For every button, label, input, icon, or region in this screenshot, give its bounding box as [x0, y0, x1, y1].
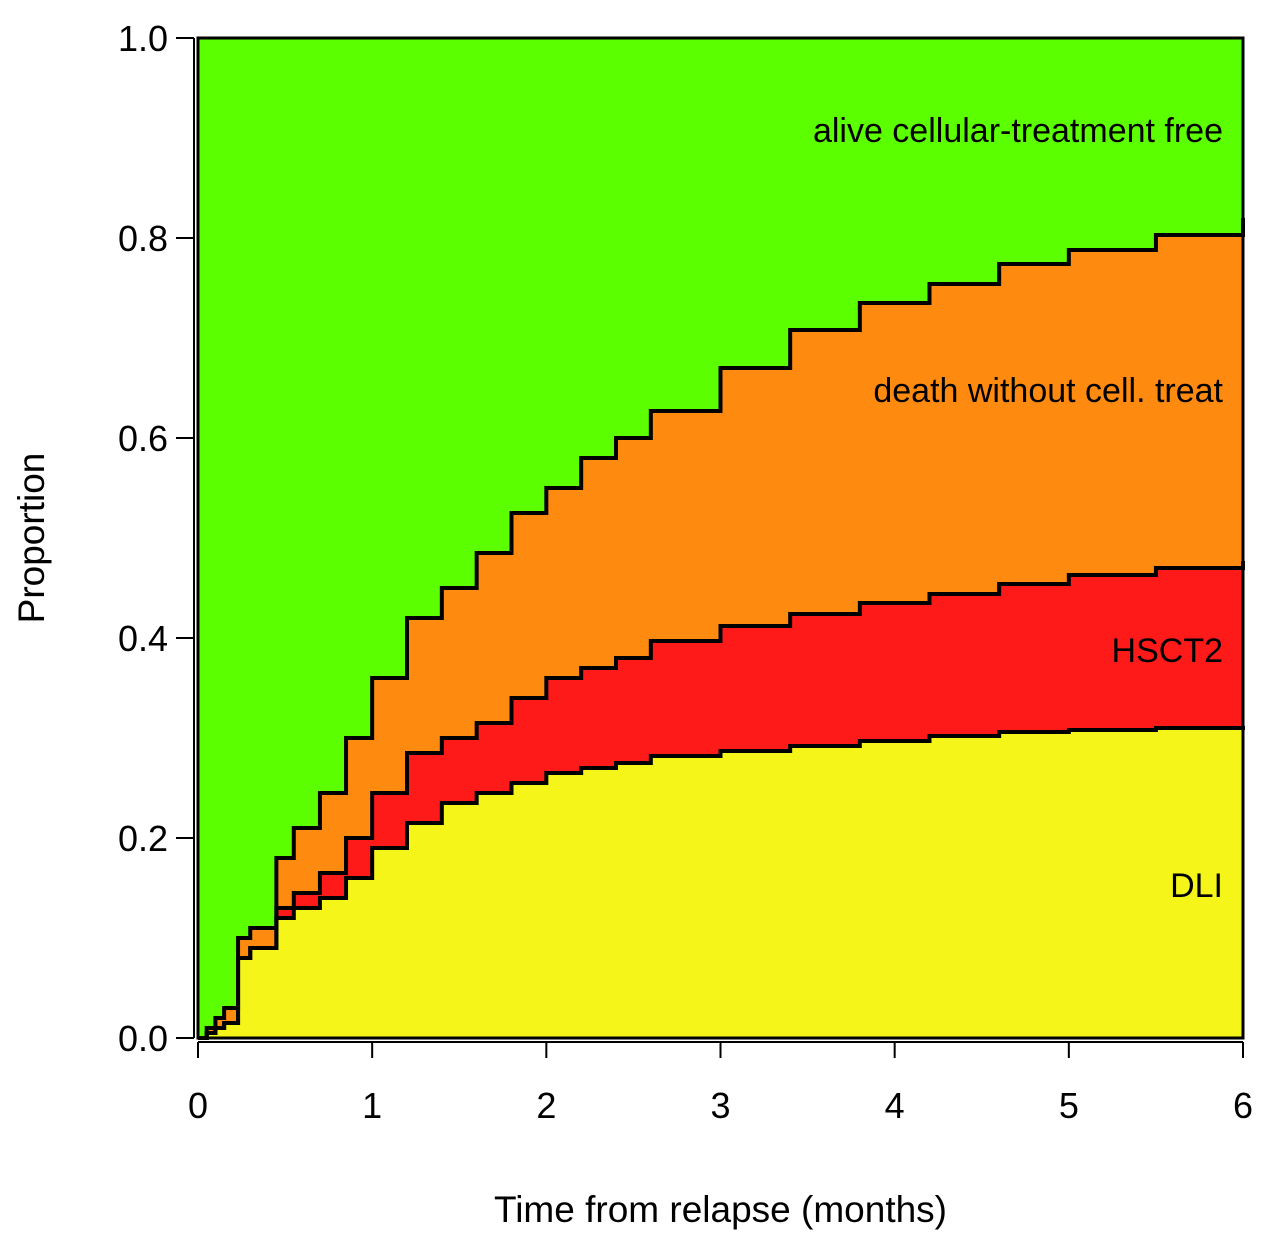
- y-tick-label: 0.6: [118, 418, 168, 459]
- x-tick-label: 0: [188, 1085, 208, 1126]
- region-label-death-without-cell-treat: death without cell. treat: [873, 372, 1223, 410]
- y-tick-label: 1.0: [118, 18, 168, 59]
- region-label-hsct2: HSCT2: [1112, 632, 1223, 670]
- boundary-lines: [198, 218, 1245, 1040]
- x-tick-label: 1: [362, 1085, 382, 1126]
- x-axis-title: Time from relapse (months): [494, 1189, 947, 1230]
- x-tick-label: 3: [710, 1085, 730, 1126]
- x-tick-label: 4: [885, 1085, 905, 1126]
- x-tick-label: 5: [1059, 1085, 1079, 1126]
- y-tick-label: 0.2: [118, 818, 168, 859]
- x-tick-label: 2: [536, 1085, 556, 1126]
- plot-frame: [196, 36, 1245, 1040]
- x-tick-label: 6: [1233, 1085, 1253, 1126]
- area-layers: [198, 38, 1243, 1038]
- y-tick-label: 0.0: [118, 1018, 168, 1059]
- area-hsct2: [198, 561, 1243, 1038]
- axes: 0 1 2 3 4 5 6 0.0 0.2 0.4 0.6 0.8 1.0: [118, 18, 1253, 1126]
- y-axis-title: Proportion: [11, 453, 52, 624]
- region-labels: DLI HSCT2 death without cell. treat alive c…: [813, 112, 1224, 905]
- boundary-line-3: [198, 218, 1245, 1040]
- region-label-alive-cellular-treatment-free: alive cellular-treatment free: [813, 112, 1223, 150]
- region-label-dli: DLI: [1170, 867, 1223, 905]
- y-tick-label: 0.4: [118, 618, 168, 659]
- y-tick-label: 0.8: [118, 218, 168, 259]
